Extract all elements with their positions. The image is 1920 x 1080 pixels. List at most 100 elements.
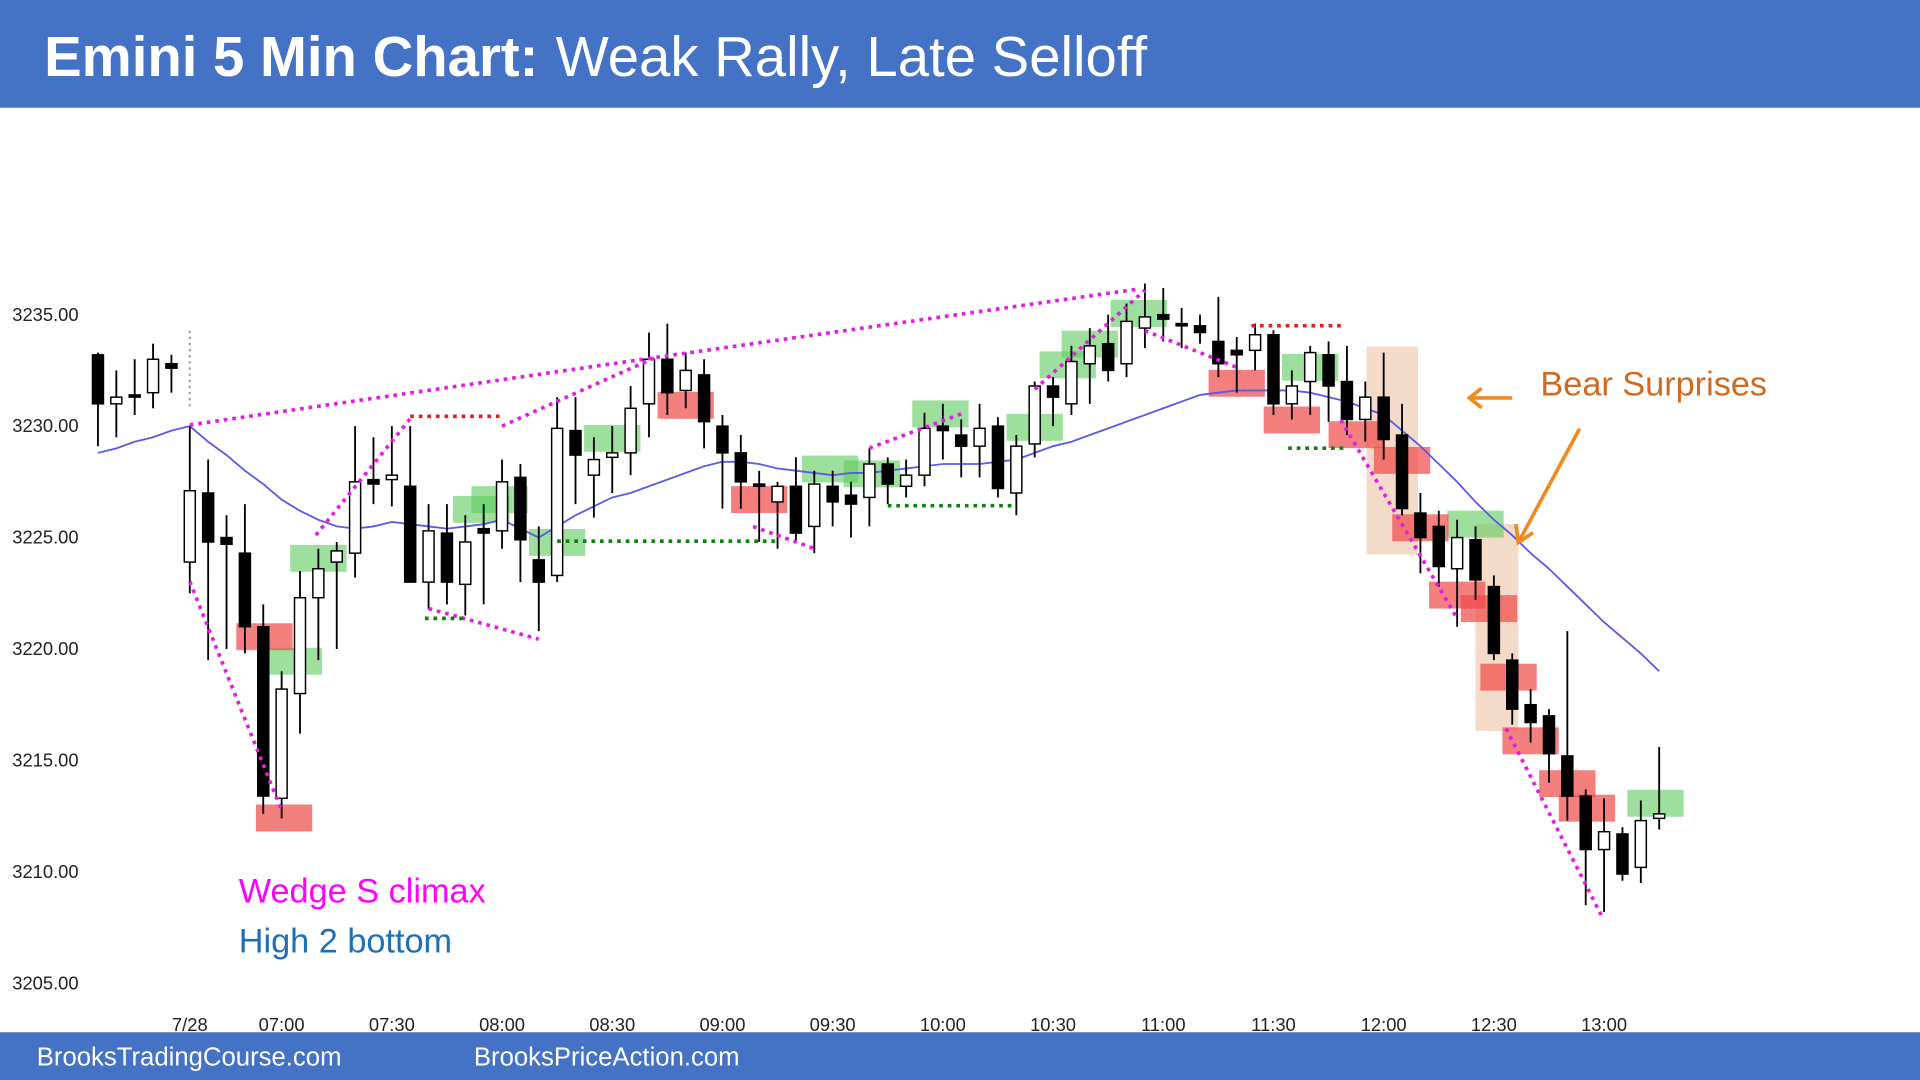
candle-body <box>459 541 472 586</box>
candle-body <box>550 427 564 577</box>
candle-body <box>1028 385 1041 445</box>
candle-body <box>716 425 729 454</box>
candle-body <box>1193 325 1207 334</box>
plot: 3205.00 3210.00 3215.00 3220.00 3225.00 3230.… <box>12 283 1666 1035</box>
candle-body <box>1340 380 1354 421</box>
chart-title: Emini 5 Min Chart: Weak Rally, Late Sello… <box>44 25 1147 88</box>
candle-body <box>863 463 876 499</box>
x-tick-label: 12:00 <box>1361 1014 1407 1035</box>
buy-signal-box <box>1627 789 1684 817</box>
candle-body <box>532 559 546 583</box>
candle-body <box>275 688 288 800</box>
candle-body <box>403 485 417 583</box>
wedge-line <box>1033 288 1147 391</box>
wedge-line <box>1339 419 1459 620</box>
y-tick-label: 3230.00 <box>12 415 78 436</box>
candle-body <box>330 550 343 563</box>
candle-body <box>238 552 252 628</box>
candle-body <box>881 463 894 485</box>
candle-body <box>679 369 692 392</box>
candle-body <box>587 458 601 476</box>
candle-body <box>826 485 839 503</box>
candle-body <box>110 396 123 405</box>
footer-text: BrooksPriceAction.com <box>474 1043 740 1071</box>
candle-body <box>973 427 986 447</box>
candle-body <box>1597 830 1611 851</box>
decorations <box>188 330 1519 732</box>
candle-body <box>1506 659 1519 710</box>
candle-body <box>1652 813 1666 820</box>
candle-body <box>1065 360 1078 405</box>
y-tick-label: 3205.00 <box>12 972 78 993</box>
arrow <box>1466 386 1513 410</box>
candle-body <box>91 354 105 405</box>
candle-body <box>1561 755 1574 797</box>
x-tick-label: 08:30 <box>589 1014 635 1035</box>
candle-body <box>293 596 307 695</box>
x-tick-label: 08:00 <box>479 1014 525 1035</box>
x-tick-label: 12:30 <box>1471 1014 1517 1035</box>
candle-body <box>734 452 748 483</box>
candle-body <box>991 425 1005 490</box>
candle-body <box>1248 334 1262 352</box>
y-tick-label: 3235.00 <box>12 304 78 325</box>
candle-body <box>1322 354 1335 387</box>
x-tick-label: 09:00 <box>699 1014 745 1035</box>
x-tick-label: 09:30 <box>810 1014 856 1035</box>
candle-body <box>165 362 178 369</box>
candle-body <box>1157 313 1170 320</box>
candle-body <box>624 407 637 454</box>
candle-body <box>1046 385 1060 398</box>
candle-body <box>514 476 527 541</box>
x-tick-label: 7/28 <box>172 1014 208 1035</box>
candle-body <box>367 478 380 485</box>
annotation: Wedge S climax <box>239 872 486 910</box>
footer-bar <box>0 1032 1920 1080</box>
candle-body <box>385 474 399 481</box>
candle-body <box>771 485 784 503</box>
candle-body <box>954 434 968 447</box>
arrows <box>1466 386 1582 546</box>
candle-body <box>808 483 821 528</box>
x-tick-label: 13:00 <box>1581 1014 1627 1035</box>
candle-body <box>569 429 582 456</box>
candle-body <box>312 568 325 599</box>
y-tick-label: 3220.00 <box>12 638 78 659</box>
candle-body <box>1212 340 1225 365</box>
candle-body <box>1634 819 1648 869</box>
wedge-line <box>189 287 1140 427</box>
candle-body <box>606 452 619 459</box>
candle-body <box>1120 320 1133 365</box>
candle-body <box>440 532 454 583</box>
candle-body <box>697 374 711 423</box>
candle-body <box>1230 349 1243 356</box>
trend-lines <box>188 287 1604 917</box>
arrow <box>1514 427 1582 546</box>
candle-body <box>146 358 160 394</box>
annotation: High 2 bottom <box>239 923 452 961</box>
sell-signal-box <box>255 804 313 832</box>
x-tick-label: 10:30 <box>1030 1014 1076 1035</box>
wedge-line <box>1504 727 1604 917</box>
candle-body <box>1359 396 1372 421</box>
candle-body <box>1303 351 1317 383</box>
candle-body <box>422 530 435 583</box>
candle-body <box>1101 342 1115 372</box>
candle-body <box>1010 445 1023 494</box>
candle-body <box>899 474 913 488</box>
signal-boxes <box>236 300 1684 832</box>
candle-body <box>201 492 215 543</box>
candle-body <box>1267 334 1280 405</box>
candle-body <box>257 625 270 797</box>
candle-body <box>1377 396 1390 441</box>
x-tick-label: 07:00 <box>259 1014 305 1035</box>
candle-body <box>128 394 141 398</box>
candle-body <box>477 527 490 534</box>
candle-body <box>918 427 931 476</box>
candle-body <box>752 483 766 488</box>
footer-text: BrooksTradingCourse.com <box>37 1043 342 1071</box>
candle-body <box>661 358 674 394</box>
candle-body <box>495 481 509 532</box>
candle-body <box>1450 536 1464 570</box>
